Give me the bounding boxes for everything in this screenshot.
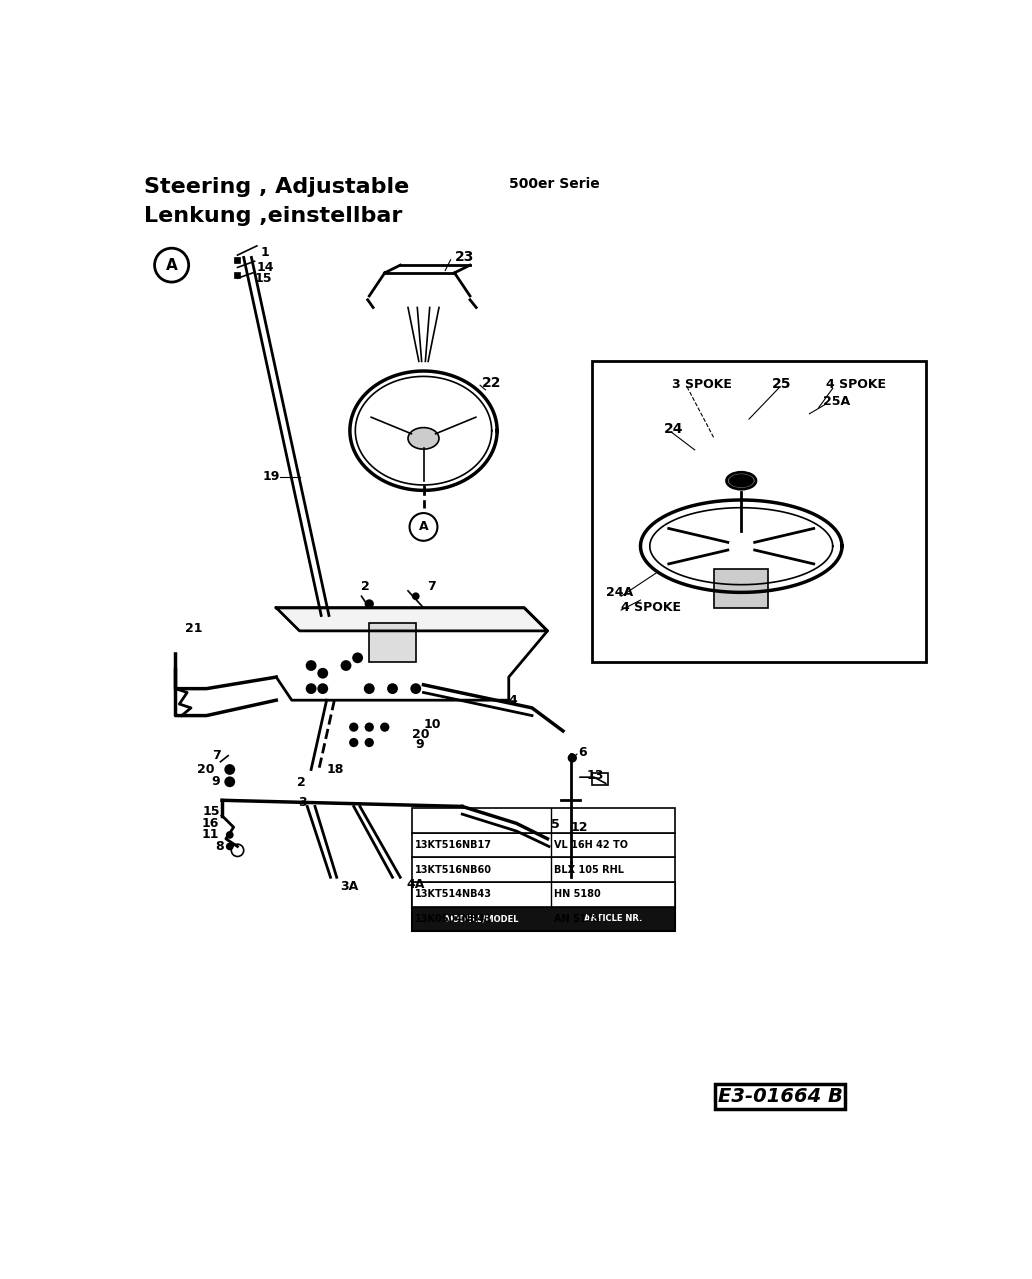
Circle shape (341, 660, 352, 671)
Text: A: A (419, 521, 428, 533)
FancyBboxPatch shape (590, 811, 607, 824)
Text: 13: 13 (586, 769, 604, 783)
Text: 13KT514NB43: 13KT514NB43 (415, 889, 492, 899)
Text: 12: 12 (571, 821, 588, 834)
Text: 18: 18 (326, 764, 344, 776)
Text: E3-01664 B: E3-01664 B (717, 1087, 842, 1106)
Circle shape (412, 592, 420, 600)
Circle shape (364, 723, 374, 732)
FancyBboxPatch shape (412, 883, 675, 907)
FancyBboxPatch shape (412, 883, 675, 907)
Text: 4A: 4A (407, 879, 425, 891)
Text: 7: 7 (427, 581, 437, 593)
Text: 10: 10 (423, 719, 441, 732)
Text: 3 SPOKE: 3 SPOKE (672, 379, 732, 391)
Text: 2: 2 (361, 581, 369, 593)
Text: 15: 15 (203, 806, 221, 819)
Text: 24: 24 (664, 422, 683, 436)
Circle shape (305, 683, 317, 694)
Circle shape (317, 683, 328, 694)
FancyBboxPatch shape (233, 257, 239, 262)
Text: 16: 16 (201, 817, 219, 830)
Text: 3: 3 (298, 796, 307, 810)
Text: AN 5175: AN 5175 (554, 914, 601, 923)
Circle shape (364, 738, 374, 747)
Text: MODELL/MODEL: MODELL/MODEL (445, 914, 519, 923)
Ellipse shape (727, 472, 756, 489)
Circle shape (224, 776, 235, 787)
Circle shape (349, 723, 358, 732)
FancyBboxPatch shape (369, 623, 416, 661)
FancyBboxPatch shape (412, 857, 675, 883)
Circle shape (411, 683, 421, 694)
Circle shape (364, 600, 374, 609)
Text: 25A: 25A (823, 395, 849, 408)
Circle shape (380, 723, 389, 732)
Text: Steering , Adjustable: Steering , Adjustable (144, 177, 410, 197)
Polygon shape (277, 608, 548, 631)
Text: 4: 4 (509, 693, 517, 707)
Text: 4 SPOKE: 4 SPOKE (827, 379, 886, 391)
Text: 3A: 3A (340, 880, 358, 893)
Text: 22: 22 (482, 376, 502, 390)
FancyBboxPatch shape (412, 833, 675, 857)
Text: 500er Serie: 500er Serie (509, 177, 600, 191)
Text: 15: 15 (255, 272, 272, 285)
Text: 7: 7 (212, 749, 221, 762)
Text: 9: 9 (212, 775, 221, 788)
Text: BLX 105 RHL: BLX 105 RHL (554, 865, 624, 875)
Text: 21: 21 (185, 622, 202, 636)
Text: 23: 23 (454, 251, 474, 265)
Text: 20: 20 (197, 764, 215, 776)
Circle shape (568, 753, 577, 762)
Text: 4 SPOKE: 4 SPOKE (621, 601, 681, 614)
Ellipse shape (408, 427, 439, 449)
Text: 24A: 24A (606, 586, 633, 599)
Text: 1: 1 (261, 246, 269, 258)
Text: 13KT516NB17: 13KT516NB17 (415, 840, 492, 851)
Text: 20: 20 (412, 728, 429, 742)
Text: A: A (166, 257, 178, 272)
Text: 6: 6 (579, 746, 587, 758)
Text: 19: 19 (263, 471, 280, 483)
Text: HN 5180: HN 5180 (554, 889, 602, 899)
Ellipse shape (730, 475, 753, 486)
Text: 8: 8 (215, 840, 224, 853)
Text: 9: 9 (416, 738, 424, 751)
Circle shape (317, 668, 328, 679)
Circle shape (224, 764, 235, 775)
Text: Lenkung ,einstellbar: Lenkung ,einstellbar (144, 206, 402, 226)
Circle shape (352, 652, 363, 664)
Text: 25: 25 (772, 377, 792, 391)
Circle shape (364, 683, 375, 694)
Text: 11: 11 (201, 829, 219, 842)
FancyBboxPatch shape (592, 362, 926, 661)
Text: 14: 14 (256, 261, 273, 274)
Circle shape (226, 843, 233, 851)
Circle shape (387, 683, 398, 694)
Text: 5: 5 (551, 819, 560, 831)
Circle shape (226, 831, 233, 839)
Text: ARTICLE NR.: ARTICLE NR. (584, 914, 643, 923)
FancyBboxPatch shape (714, 569, 769, 608)
Text: VL 16H 42 TO: VL 16H 42 TO (554, 840, 628, 851)
Text: 2: 2 (297, 776, 305, 789)
Text: 13K0504NB43: 13K0504NB43 (415, 914, 492, 923)
FancyBboxPatch shape (592, 774, 608, 785)
FancyBboxPatch shape (412, 808, 675, 833)
FancyBboxPatch shape (233, 272, 239, 279)
FancyBboxPatch shape (412, 907, 675, 931)
Text: 13KT516NB60: 13KT516NB60 (415, 865, 492, 875)
Circle shape (349, 738, 358, 747)
Circle shape (305, 660, 317, 671)
